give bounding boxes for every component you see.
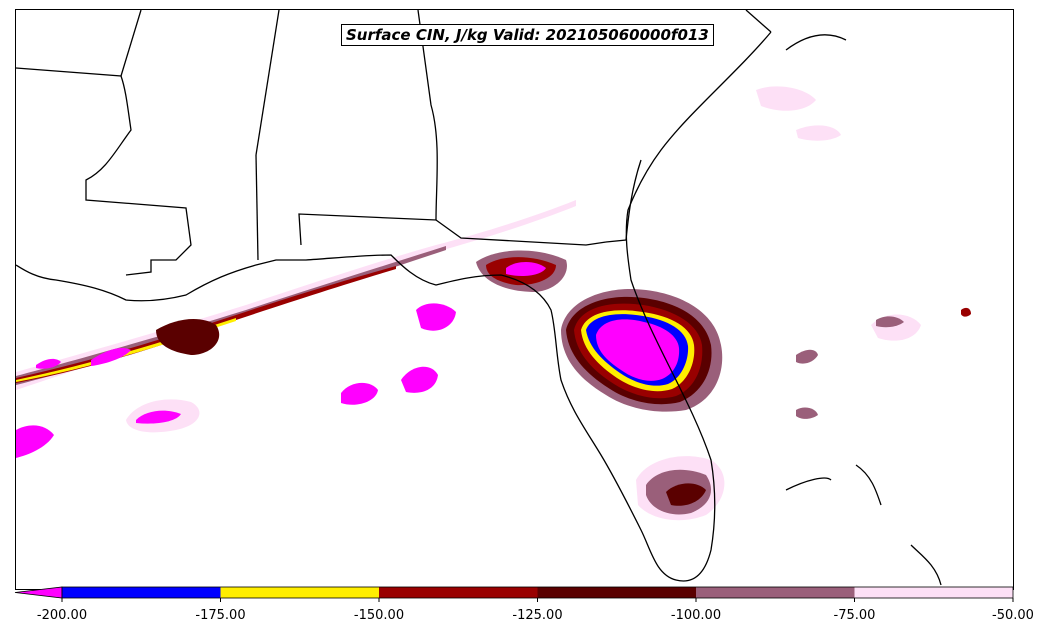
colorbar	[14, 586, 1014, 602]
cin-map	[16, 10, 971, 586]
colorbar-tick-label: -200.00	[36, 608, 88, 623]
colorbar-bin-5	[854, 587, 1013, 598]
colorbar-extend-min	[14, 586, 63, 599]
colorbar-bin-3	[537, 587, 696, 598]
colorbar-bin-4	[696, 587, 855, 598]
map-panel: Surface CIN, J/kg Valid: 202105060000f01…	[15, 9, 1014, 590]
colorbar-tick-label: -175.00	[195, 608, 246, 623]
boundaries	[16, 10, 942, 586]
colorbar-tick-label: -100.00	[670, 608, 722, 623]
colorbar-tick-label: -50.00	[992, 608, 1034, 623]
colorbar-tick-label: -125.00	[512, 608, 563, 623]
colorbar-bin-1	[220, 587, 379, 598]
colorbar-tick-label: -75.00	[833, 608, 876, 623]
colorbar-bin-0	[62, 587, 221, 598]
colorbar-tick-label: -150.00	[353, 608, 405, 623]
cin-shading	[16, 86, 971, 521]
colorbar-bin-2	[379, 587, 538, 598]
map-title: Surface CIN, J/kg Valid: 202105060000f01…	[341, 24, 714, 46]
